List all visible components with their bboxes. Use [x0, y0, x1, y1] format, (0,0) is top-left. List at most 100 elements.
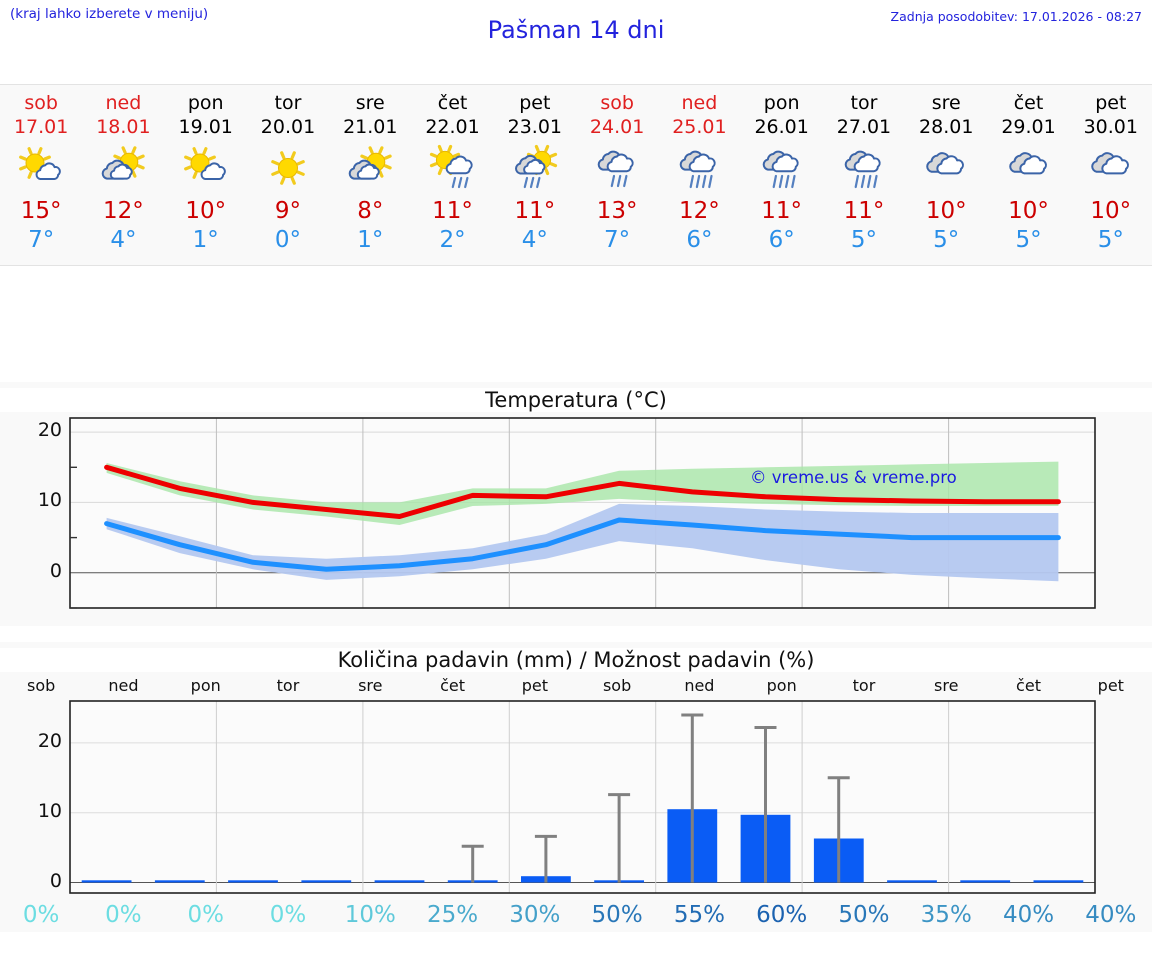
- day-column[interactable]: pet 23.01 11° 4°: [494, 85, 576, 265]
- day-column[interactable]: čet 22.01 11° 2°: [411, 85, 493, 265]
- precipitation-y-tick: 10: [37, 799, 62, 822]
- day-date: 26.01: [754, 116, 809, 138]
- day-temp-min: 6°: [686, 227, 713, 253]
- precipitation-probability: 40%: [1002, 902, 1055, 928]
- precipitation-probability: 60%: [756, 902, 808, 928]
- precipitation-day-label: sob: [602, 676, 632, 695]
- precipitation-probability-labels: 0% 0% 0% 0% 10% 25% 30% 50% 55% 60% 50% 35% 40% 40%: [0, 902, 1152, 928]
- day-column[interactable]: čet 29.01 10° 5°: [987, 85, 1069, 265]
- day-name: ned: [681, 92, 718, 114]
- page-title: Pašman 14 dni: [487, 16, 665, 44]
- last-updated: Zadnja posodobitev: 17.01.2026 - 08:27: [890, 9, 1142, 24]
- day-name: tor: [850, 92, 878, 114]
- day-name: pon: [763, 92, 800, 114]
- day-name: sre: [931, 92, 961, 114]
- day-date: 28.01: [919, 116, 974, 138]
- cloud-icon: [1070, 142, 1152, 194]
- precipitation-chart-title: Količina padavin (mm) / Možnost padavin …: [0, 648, 1152, 672]
- precipitation-probability: 50%: [838, 902, 890, 928]
- precipitation-day-label: tor: [276, 676, 300, 695]
- day-temp-min: 6°: [768, 227, 795, 253]
- day-column[interactable]: pet 30.01 10° 5°: [1070, 85, 1152, 265]
- day-temp-max: 13°: [596, 198, 638, 224]
- precipitation-probability: 25%: [426, 902, 479, 928]
- precipitation-day-label: ned: [108, 676, 139, 695]
- day-date: 29.01: [1001, 116, 1056, 138]
- day-name: pon: [187, 92, 224, 114]
- precipitation-day-label: sre: [358, 676, 383, 695]
- precipitation-probability: 0%: [187, 902, 224, 928]
- day-temp-max: 10°: [1008, 198, 1049, 224]
- day-column[interactable]: sre 28.01 10° 5°: [905, 85, 987, 265]
- day-temp-max: 8°: [357, 198, 384, 224]
- day-name: pet: [519, 92, 551, 114]
- day-column[interactable]: sob 17.01 15° 7°: [0, 85, 82, 265]
- precipitation-probability: 0%: [105, 902, 142, 928]
- day-column[interactable]: sre 21.01 8° 1°: [329, 85, 411, 265]
- day-column[interactable]: tor 27.01 11° 5°: [823, 85, 905, 265]
- day-column[interactable]: ned 18.01 12° 4°: [82, 85, 164, 265]
- day-temp-min: 1°: [357, 227, 384, 253]
- precipitation-y-tick: 0: [49, 869, 62, 892]
- precipitation-probability: 10%: [344, 902, 396, 928]
- day-temp-min: 0°: [274, 227, 302, 253]
- day-temp-max: 11°: [761, 198, 803, 224]
- day-name: tor: [274, 92, 302, 114]
- day-temp-max: 10°: [1090, 198, 1132, 224]
- day-name: sob: [24, 92, 58, 114]
- sun-cloud-icon: [165, 142, 247, 194]
- cloud-sun-rain-icon: [494, 142, 576, 194]
- precipitation-day-label: ned: [684, 676, 715, 695]
- precipitation-y-tick: 20: [37, 729, 62, 752]
- day-date: 21.01: [343, 116, 398, 138]
- precipitation-day-label: pet: [1097, 676, 1124, 695]
- day-name: čet: [1013, 92, 1044, 114]
- day-temp-max: 11°: [432, 198, 473, 224]
- location-menu-note: (kraj lahko izberete v meniju): [10, 6, 209, 22]
- day-date: 24.01: [589, 116, 645, 138]
- cloud-rain-icon: [658, 142, 740, 194]
- day-temp-max: 12°: [679, 198, 720, 224]
- day-date: 25.01: [672, 116, 727, 138]
- day-column[interactable]: tor 20.01 9° 0°: [247, 85, 329, 265]
- day-temp-max: 11°: [514, 198, 556, 224]
- day-date: 23.01: [507, 116, 563, 138]
- copyright-label: © vreme.us & vreme.pro: [750, 468, 957, 487]
- sun-icon: [247, 142, 329, 194]
- precipitation-probability: 40%: [1085, 902, 1137, 928]
- day-temp-min: 5°: [1015, 227, 1042, 253]
- cloud-sun-icon: [329, 142, 411, 194]
- day-name: sob: [600, 92, 634, 114]
- day-temp-min: 1°: [192, 227, 219, 253]
- day-date: 22.01: [425, 116, 480, 138]
- day-date: 27.01: [836, 116, 892, 138]
- day-column[interactable]: ned 25.01 12° 6°: [658, 85, 740, 265]
- day-temp-max: 10°: [185, 198, 227, 224]
- precipitation-day-label: sob: [27, 676, 56, 695]
- day-column[interactable]: pon 19.01 10° 1°: [165, 85, 247, 265]
- day-column[interactable]: pon 26.01 11° 6°: [741, 85, 823, 265]
- daily-forecast-strip: sob 17.01 15° 7° ned 18.01 12° 4° pon 19.01 10° 1° t…: [0, 84, 1152, 266]
- precipitation-day-label: pon: [190, 676, 221, 695]
- precipitation-day-label: čet: [1016, 676, 1041, 695]
- temperature-chart-title: Temperatura (°C): [0, 388, 1152, 412]
- precipitation-probability: 0%: [22, 902, 60, 928]
- cloud-rain-icon: [741, 142, 823, 194]
- cloud-icon: [987, 142, 1069, 194]
- precipitation-day-label: pon: [766, 676, 797, 695]
- day-temp-min: 4°: [110, 227, 137, 253]
- day-temp-max: 10°: [925, 198, 967, 224]
- cloud-icon: [905, 142, 987, 194]
- day-date: 18.01: [96, 116, 151, 138]
- day-temp-min: 4°: [521, 227, 548, 253]
- page-header: (kraj lahko izberete v meniju) Pašman 14…: [0, 0, 1152, 58]
- temperature-y-tick: 10: [37, 489, 62, 512]
- cloud-sun-icon: [82, 142, 164, 194]
- day-temp-max: 11°: [843, 198, 885, 224]
- day-column[interactable]: sob 24.01 13° 7°: [576, 85, 658, 265]
- temperature-y-tick: 0: [49, 559, 62, 582]
- day-name: ned: [105, 92, 142, 114]
